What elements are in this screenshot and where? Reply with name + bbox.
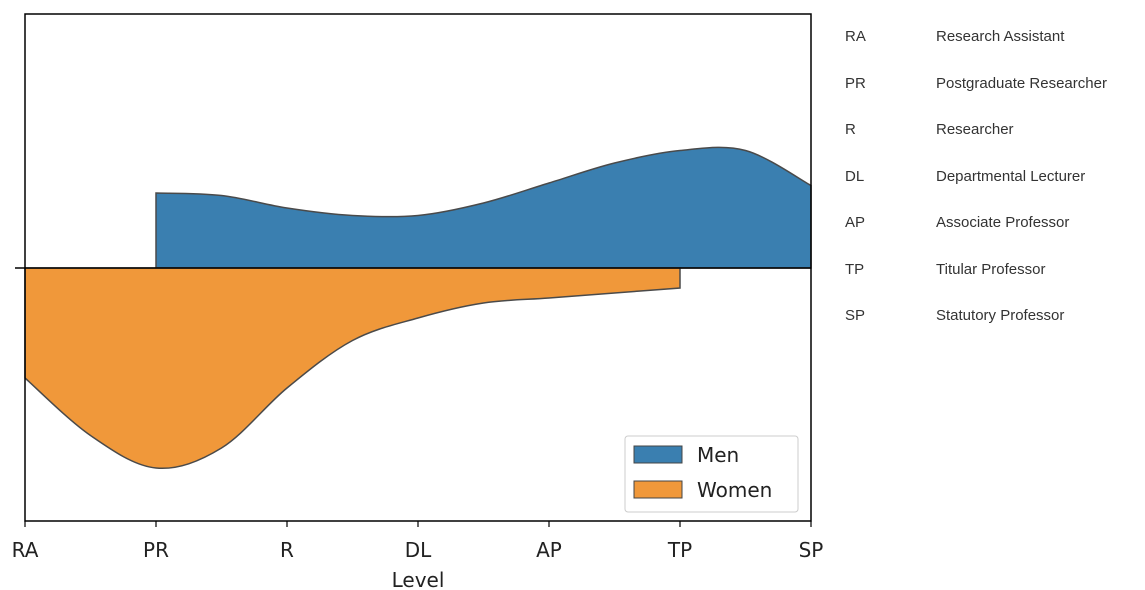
glossary-abbreviation: TP <box>845 260 865 278</box>
glossary-row-r: R Researcher <box>845 115 1145 162</box>
x-tick-label-sp: SP <box>799 538 824 562</box>
glossary-abbreviation: DL <box>845 167 865 185</box>
glossary-definition: Associate Professor <box>936 214 1070 231</box>
glossary-abbreviation: PR <box>845 74 866 92</box>
glossary-abbreviation: SP <box>845 307 866 324</box>
glossary-row-sp: SP Statutory Professor <box>845 301 1145 348</box>
glossary-definition: Postgraduate Researcher <box>936 74 1107 92</box>
glossary-abbreviation: RA <box>845 28 866 45</box>
x-axis-ticks: RA PR R DL AP TP SP <box>12 521 824 562</box>
glossary-definition: Departmental Lecturer <box>936 167 1086 185</box>
x-tick-label-tp: TP <box>667 538 692 562</box>
level-distribution-chart: RA PR R DL AP TP SP Level Men Women <box>12 13 824 590</box>
x-tick-label-ra: RA <box>12 538 39 562</box>
glossary-abbreviation: R <box>845 121 856 138</box>
legend-label-women: Women <box>697 478 772 502</box>
area-men <box>155 146 812 269</box>
legend-swatch-women <box>633 480 683 499</box>
x-tick-label-dl: DL <box>405 538 432 562</box>
x-tick-label-pr: PR <box>143 538 169 562</box>
x-tick-label-ap: AP <box>536 538 562 562</box>
legend-swatch-men <box>633 445 683 464</box>
x-axis-title: Level <box>392 568 445 590</box>
glossary-definition: Researcher <box>936 121 1014 138</box>
areas-layer <box>24 146 812 470</box>
legend-label-men: Men <box>697 443 739 467</box>
glossary-definition: Titular Professor <box>936 260 1046 278</box>
glossary-row-ap: AP Associate Professor <box>845 208 1145 255</box>
x-tick-label-r: R <box>280 538 294 562</box>
level-glossary: RA Research Assistant PR Postgraduate Resea… <box>845 22 1145 348</box>
glossary-definition: Research Assistant <box>936 28 1065 45</box>
glossary-row-tp: TP Titular Professor <box>845 255 1145 302</box>
area-women <box>24 267 681 470</box>
glossary-abbreviation: AP <box>845 214 866 231</box>
glossary-definition: Statutory Professor <box>936 307 1065 324</box>
glossary-row-pr: PR Postgraduate Researcher <box>845 69 1145 116</box>
legend: Men Women <box>624 435 799 513</box>
glossary-row-dl: DL Departmental Lecturer <box>845 162 1145 209</box>
glossary-row-ra: RA Research Assistant <box>845 22 1145 69</box>
